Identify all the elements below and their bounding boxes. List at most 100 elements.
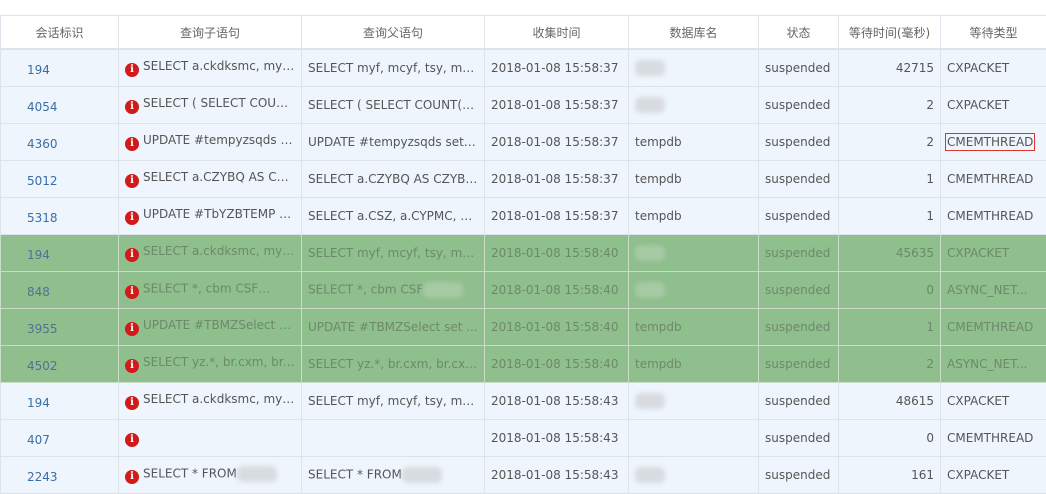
parent-statement-text: UPDATE #TBMZSelect set ... [308,320,478,334]
error-info-icon[interactable]: i [125,174,139,188]
wait-time-cell: 0 [839,272,941,309]
column-header[interactable]: 状态 [759,16,839,50]
error-info-icon[interactable]: i [125,470,139,484]
wait-type-text: ASYNC_NET... [947,357,1027,371]
error-info-icon[interactable]: i [125,359,139,373]
error-info-icon[interactable]: i [125,322,139,336]
session-id-cell[interactable]: 5318 [1,198,119,235]
database-cell [629,383,759,420]
status-cell: suspended [759,346,839,383]
parent-statement-cell [302,420,485,457]
wait-type-text: CXPACKET [947,394,1009,408]
parent-statement-cell: SELECT *, cbm CSF [302,272,485,309]
column-header[interactable]: 收集时间 [485,16,629,50]
session-id-cell[interactable]: 4054 [1,87,119,124]
collect-time-cell: 2018-01-08 15:58:37 [485,198,629,235]
parent-statement-text: SELECT myf, mcyf, tsy, mysj... [308,394,485,408]
wait-type-text: CMEMTHREAD [947,209,1033,223]
redacted-blur [635,245,665,261]
child-statement-text: SELECT yz.*, br.cxm, br.c... [143,355,302,369]
wait-type-cell: CXPACKET [941,457,1046,494]
error-info-icon[interactable]: i [125,100,139,114]
column-header[interactable]: 等待时间(毫秒) [839,16,941,50]
database-cell: tempdb [629,198,759,235]
child-statement-text: UPDATE #tempyzsqds s... [143,133,298,147]
table-row[interactable]: 5012 i SELECT a.CZYBQ AS CZY...SELECT a.CZ… [1,161,1046,198]
child-statement-cell: i SELECT a.ckdksmc, myf, ... [119,235,302,272]
error-info-icon[interactable]: i [125,137,139,151]
child-statement-text: SELECT a.CZYBQ AS CZY... [143,170,301,184]
session-id-cell[interactable]: 407 [1,420,119,457]
error-info-icon[interactable]: i [125,433,139,447]
child-statement-cell: i UPDATE #tempyzsqds s... [119,124,302,161]
status-cell: suspended [759,457,839,494]
collect-time-cell: 2018-01-08 15:58:37 [485,124,629,161]
parent-statement-text: SELECT a.CSZ, a.CYPMC, a.... [308,209,483,223]
table-row[interactable]: 4360 i UPDATE #tempyzsqds s... UPDATE #temp… [1,124,1046,161]
status-cell: suspended [759,383,839,420]
error-info-icon[interactable]: i [125,285,139,299]
wait-type-text: CXPACKET [947,61,1009,75]
parent-statement-cell: UPDATE #tempyzsqds set ... [302,124,485,161]
session-id-cell[interactable]: 848 [1,272,119,309]
parent-statement-cell: UPDATE #TBMZSelect set ... [302,309,485,346]
wait-time-cell: 48615 [839,383,941,420]
session-id-cell[interactable]: 4502 [1,346,119,383]
parent-statement-cell: SELECT a.CSZ, a.CYPMC, a.... [302,198,485,235]
error-info-icon[interactable]: i [125,211,139,225]
wait-type-cell: CMEMTHREAD [941,198,1046,235]
database-cell [629,272,759,309]
table-header: 会话标识查询子语句查询父语句收集时间数据库名状态等待时间(毫秒)等待类型 [1,16,1046,50]
column-header[interactable]: 等待类型 [941,16,1046,50]
child-statement-text: SELECT a.ckdksmc, myf, ... [143,244,302,258]
redacted-blur [635,60,665,76]
wait-type-cell: CMEMTHREAD [941,161,1046,198]
collect-time-cell: 2018-01-08 15:58:40 [485,309,629,346]
session-id-cell[interactable]: 4360 [1,124,119,161]
column-header[interactable]: 查询父语句 [302,16,485,50]
session-wait-table: 会话标识查询子语句查询父语句收集时间数据库名状态等待时间(毫秒)等待类型 194… [0,15,1046,494]
column-header[interactable]: 会话标识 [1,16,119,50]
session-id-cell[interactable]: 194 [1,235,119,272]
session-id-cell[interactable]: 2243 [1,457,119,494]
collect-time-cell: 2018-01-08 15:58:43 [485,457,629,494]
database-cell [629,49,759,87]
wait-type-cell: CXPACKET [941,383,1046,420]
parent-statement-cell: SELECT a.CZYBQ AS CZYBQ... [302,161,485,198]
table-row[interactable]: 4502 i SELECT yz.*, br.cxm, br.c...SELECT … [1,346,1046,383]
column-header[interactable]: 数据库名 [629,16,759,50]
session-id-cell[interactable]: 3955 [1,309,119,346]
status-cell: suspended [759,309,839,346]
wait-type-cell: CXPACKET [941,49,1046,87]
child-statement-cell: i SELECT yz.*, br.cxm, br.c... [119,346,302,383]
error-info-icon[interactable]: i [125,396,139,410]
parent-statement-text: SELECT myf, mcyf, tsy, mysj... [308,61,485,75]
parent-statement-cell: SELECT yz.*, br.cxm, br.cxb,... [302,346,485,383]
collect-time-cell: 2018-01-08 15:58:37 [485,49,629,87]
error-info-icon[interactable]: i [125,248,139,262]
session-id-cell[interactable]: 194 [1,49,119,87]
column-header[interactable]: 查询子语句 [119,16,302,50]
parent-statement-cell: SELECT myf, mcyf, tsy, mysj... [302,49,485,87]
redacted-blur [423,282,463,298]
session-id-cell[interactable]: 194 [1,383,119,420]
session-id-cell[interactable]: 5012 [1,161,119,198]
wait-type-cell: CXPACKET [941,87,1046,124]
status-cell: suspended [759,420,839,457]
collect-time-cell: 2018-01-08 15:58:40 [485,235,629,272]
wait-type-cell: ASYNC_NET... [941,346,1046,383]
error-info-icon[interactable]: i [125,63,139,77]
